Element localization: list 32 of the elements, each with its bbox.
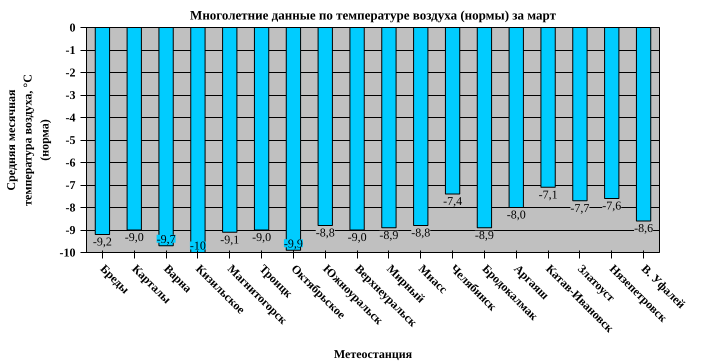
y-tick-label: -2	[66, 66, 76, 80]
y-tick-label: -1	[66, 43, 76, 57]
y-tick-label: -5	[66, 133, 76, 147]
data-label: -7,1	[538, 187, 558, 202]
y-tick-label: -3	[66, 88, 76, 102]
x-axis-title: Метеостанция	[334, 347, 413, 362]
y-tick-label: -6	[66, 156, 76, 170]
data-label: -8,0	[506, 208, 526, 222]
data-label: -8,9	[379, 228, 398, 242]
y-tick-label: -7	[66, 178, 76, 192]
chart-title: Многолетние данные по температуре воздуха (нормы) за март	[190, 8, 557, 22]
y-tick-label: -9	[66, 223, 76, 237]
y-tick-label: -8	[66, 200, 76, 214]
y-tick-label: -4	[66, 110, 76, 124]
data-label: -8,6	[634, 221, 654, 235]
data-label: -8,9	[474, 228, 494, 242]
data-label: -9,1	[220, 232, 240, 246]
data-label: -8,8	[411, 226, 430, 240]
data-label: -7,7	[570, 200, 590, 215]
data-label: -10	[190, 238, 206, 252]
data-label: -9,0	[252, 230, 272, 244]
data-label: -9,7	[156, 232, 176, 246]
data-label: -9,2	[92, 234, 112, 248]
y-tick-label: -10	[60, 246, 76, 260]
y-tick-label: 0	[70, 20, 76, 34]
data-label: -7,6	[602, 198, 622, 212]
data-label: -9,0	[348, 230, 367, 244]
data-label: -9,0	[124, 230, 144, 244]
data-label: -8,8	[316, 226, 335, 240]
y-axis-title: Средняя месячная температура воздуха, °С (норма)	[4, 74, 52, 206]
data-label: -9,9	[284, 236, 303, 250]
data-label: -7,4	[443, 194, 462, 208]
